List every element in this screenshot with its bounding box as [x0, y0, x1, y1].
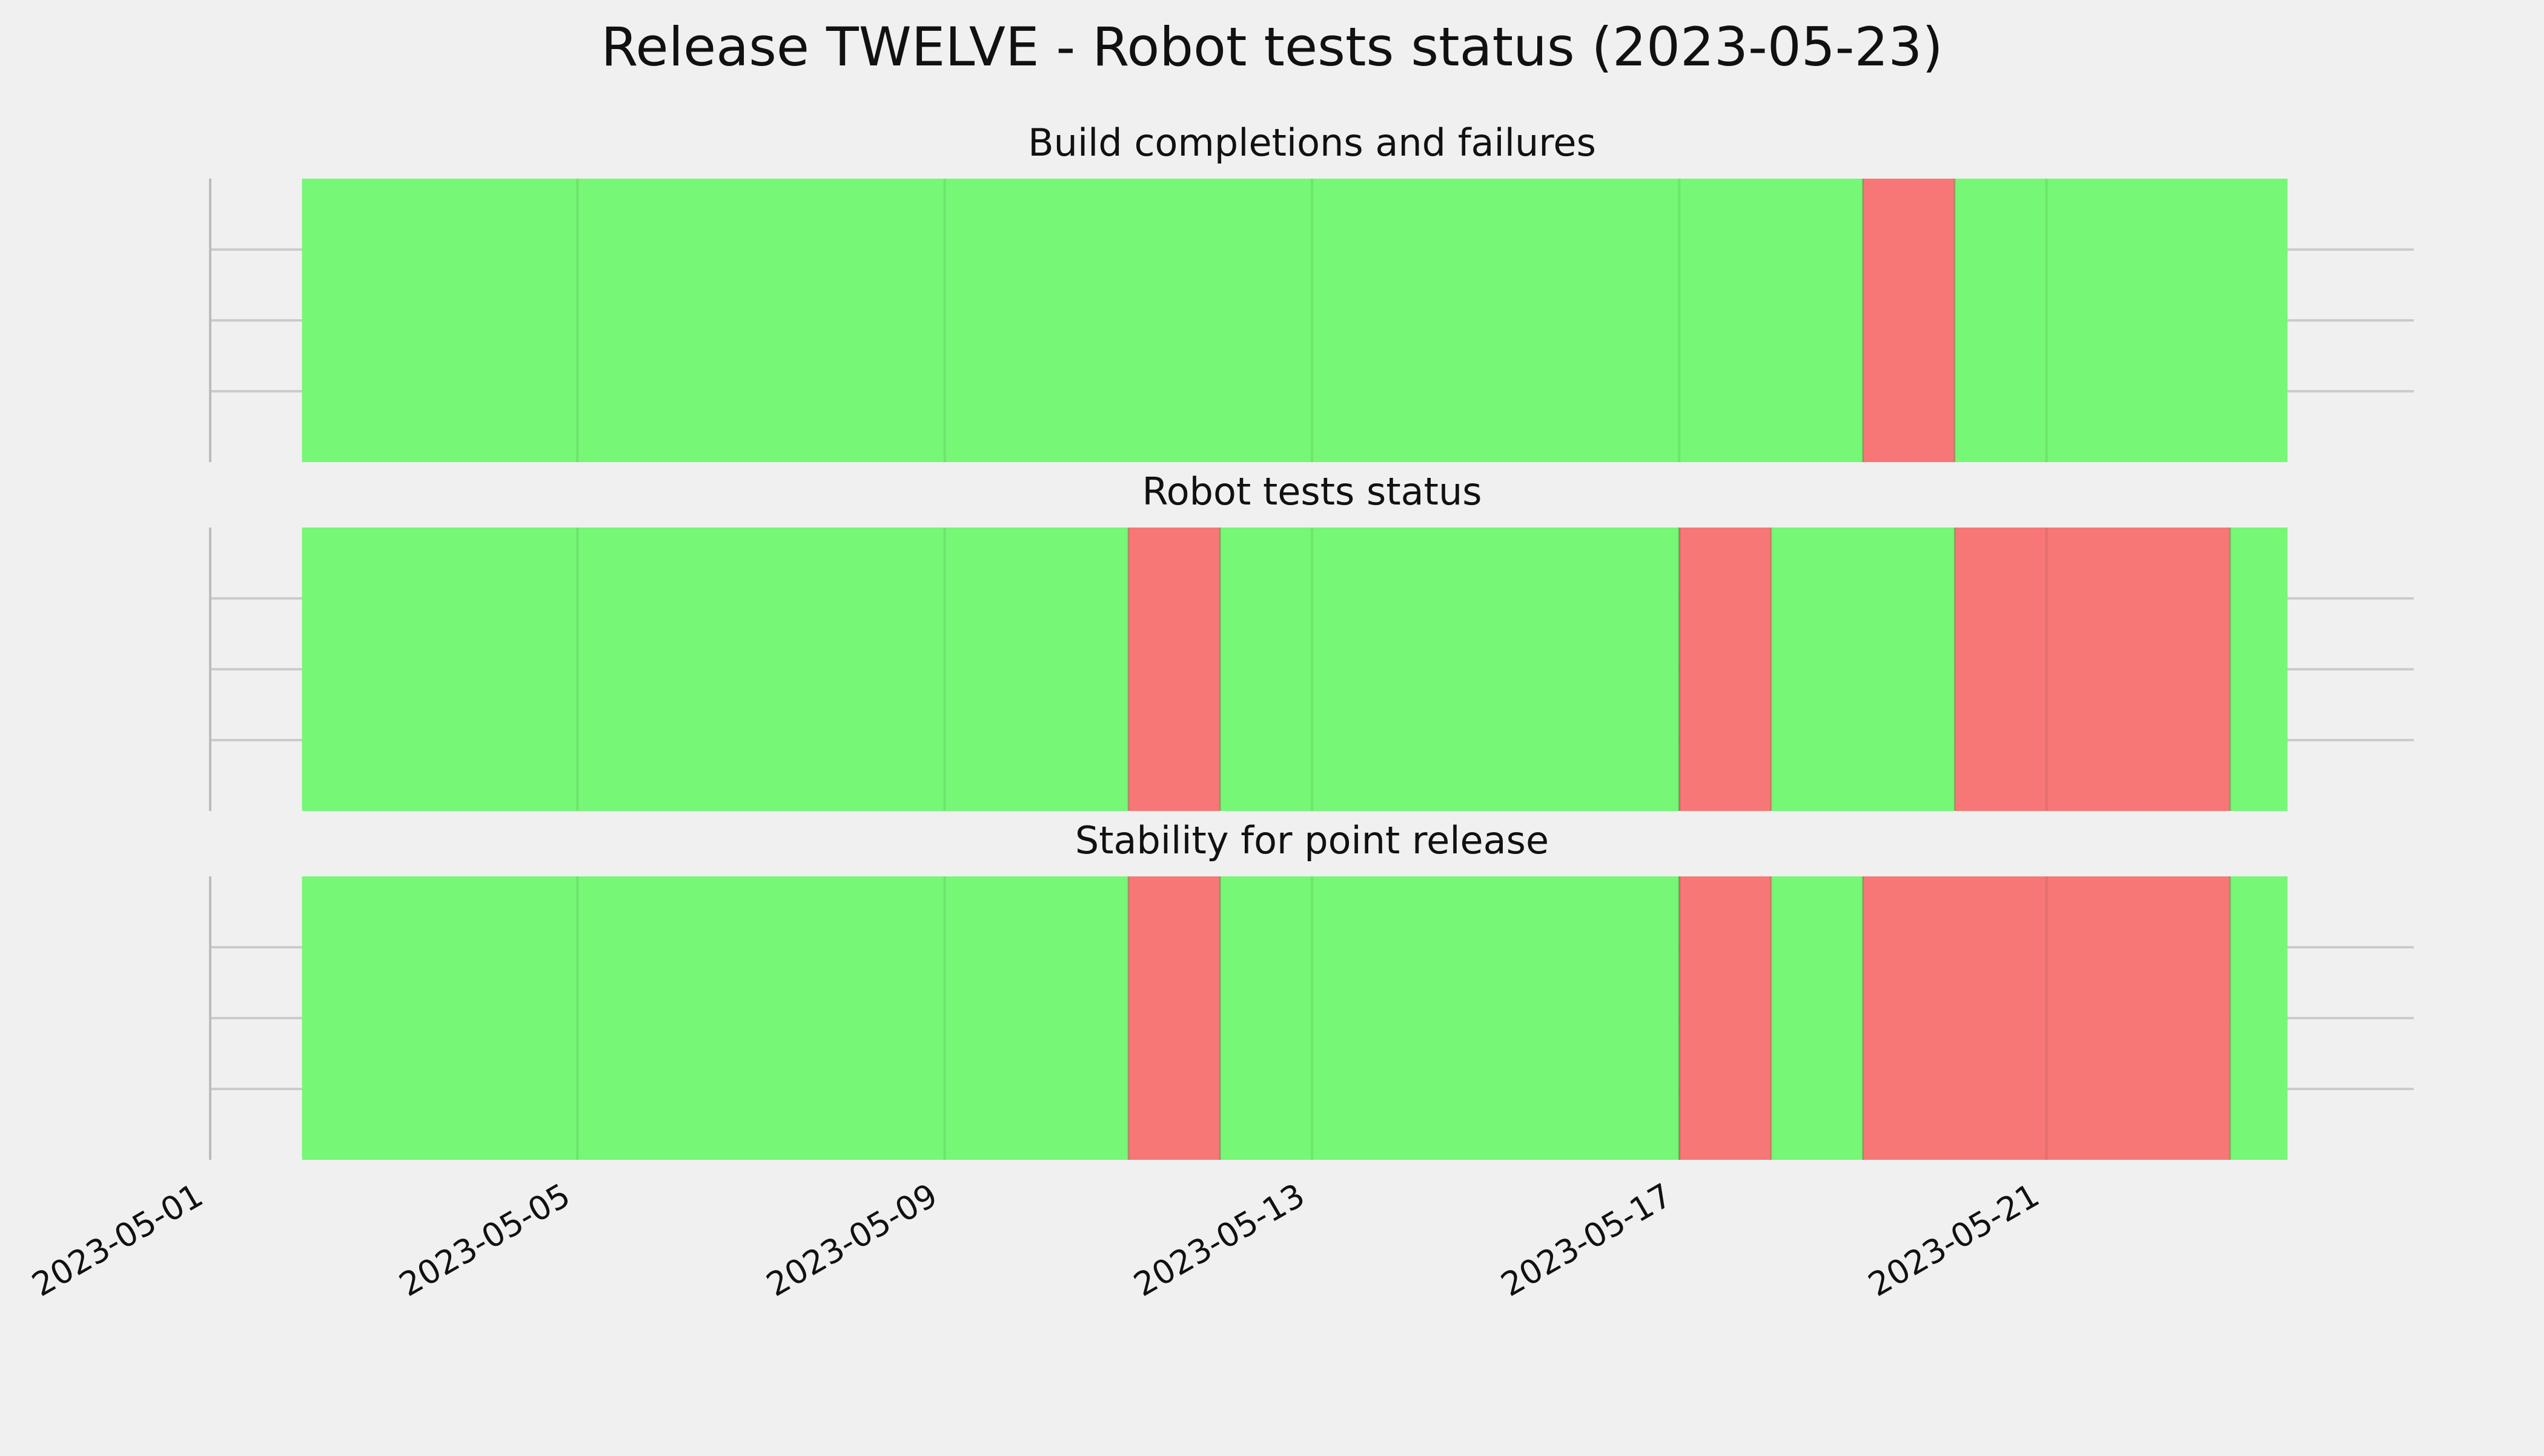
panel-2: Robot tests status	[209, 469, 2414, 811]
chart-title: Release TWELVE - Robot tests status (202…	[601, 16, 1943, 78]
panels-layer: Build completions and failures Robot test…	[209, 121, 2414, 1160]
status-segment-fail	[1679, 528, 1771, 811]
status-segment-fail	[1679, 876, 1771, 1160]
status-segment-pass	[1220, 528, 1680, 811]
status-segment-pass	[302, 876, 1128, 1160]
status-segment-pass	[2230, 876, 2288, 1160]
status-segment-fail	[1128, 876, 1221, 1160]
status-segment-pass	[1771, 528, 1955, 811]
panel-subtitle: Build completions and failures	[1028, 121, 1596, 165]
status-segment-pass	[2230, 528, 2288, 811]
status-segment-pass	[1955, 179, 2288, 462]
panel-3: Stability for point release	[209, 818, 2414, 1160]
status-segment-pass	[1771, 876, 1863, 1160]
panel-subtitle: Robot tests status	[1142, 469, 1482, 514]
status-segment-pass	[302, 179, 1863, 462]
status-segment-pass	[302, 528, 1128, 811]
panel-subtitle: Stability for point release	[1075, 818, 1549, 862]
panel-1: Build completions and failures	[209, 121, 2414, 462]
status-segment-fail	[1863, 179, 1955, 462]
status-segment-fail	[1955, 528, 2230, 811]
status-segment-fail	[1863, 876, 2230, 1160]
status-segment-fail	[1128, 528, 1221, 811]
status-segment-pass	[1220, 876, 1680, 1160]
